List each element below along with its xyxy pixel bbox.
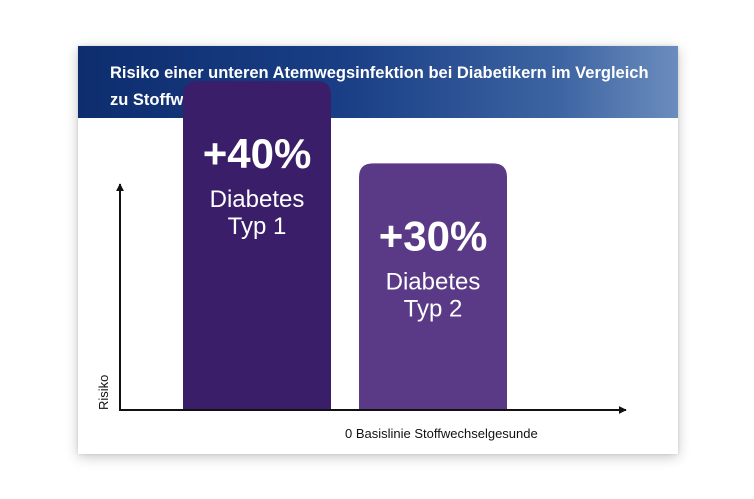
bar-category-label-1-line-1: Diabetes bbox=[210, 186, 305, 213]
bar-value-label-2: +30% bbox=[379, 212, 488, 259]
bar-value-label-1: +40% bbox=[203, 130, 312, 177]
bar-category-label-1-line-2: Typ 1 bbox=[228, 213, 287, 240]
chart-header: Risiko einer unteren Atemwegsinfektion b… bbox=[78, 46, 678, 118]
bar-category-label-2-line-2: Typ 2 bbox=[404, 295, 463, 322]
x-axis-label: 0 Basislinie Stoffwechselgesunde bbox=[345, 426, 538, 441]
bar-category-label-2-line-1: Diabetes bbox=[386, 268, 481, 295]
y-axis-label: Risiko bbox=[96, 375, 111, 410]
bar-1 bbox=[183, 81, 331, 410]
bar-2 bbox=[359, 163, 507, 410]
